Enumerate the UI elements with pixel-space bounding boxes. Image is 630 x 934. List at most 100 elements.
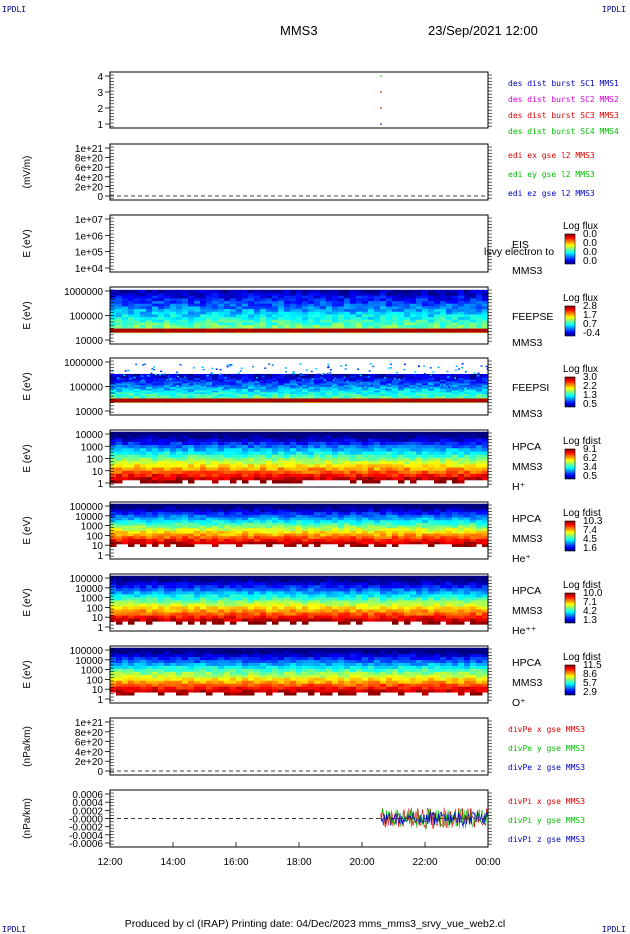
colorbar: [564, 520, 576, 552]
y-tick-label: 1e+06: [75, 231, 104, 242]
colorbar-tick: 1.3: [583, 390, 597, 401]
y-tick-label: 100000: [70, 646, 104, 657]
y-tick-label: 1000000: [64, 358, 103, 369]
y-tick-label: 1e+04: [75, 264, 104, 275]
y-tick-label: 3: [97, 88, 103, 99]
colorbar-title: Log fdist: [563, 508, 601, 519]
legend-entry: des dist burst SC2 MMS2: [508, 95, 619, 104]
legend-entry: divPe z gse MMS3: [508, 763, 585, 772]
legend-entry: des dist burst SC3 MMS3: [508, 111, 619, 120]
y-tick-label: 10: [92, 467, 104, 478]
y-tick-label: 1: [97, 479, 103, 490]
colorbar-tick: 0.7: [583, 319, 597, 330]
colorbar-tick: 9.1: [583, 444, 597, 455]
y-tick-label: 10000: [75, 430, 103, 441]
legend-entry: divPe x gse MMS3: [508, 725, 585, 734]
y-tick-label: 6e+20: [75, 738, 104, 749]
y-tick-label: 1: [97, 551, 103, 562]
colorbar-tick: 10.3: [583, 516, 603, 527]
colorbar-tick: 0.5: [583, 471, 597, 482]
y-tick-label: 1e+07: [75, 215, 104, 226]
colorbar-tick: 1.6: [583, 543, 597, 554]
instrument-label: HPCA: [512, 441, 541, 453]
corner-label-top-right: IPDLI: [601, 5, 626, 14]
y-tick-label: 100: [86, 603, 103, 614]
y-tick-label: 8e+20: [75, 728, 104, 739]
y-axis-label-edi: (mV/m): [22, 156, 33, 189]
y-tick-label: 10000: [75, 336, 103, 347]
y-tick-label: 10: [92, 685, 104, 696]
overlay-label: lsvy electron to: [484, 246, 554, 258]
y-tick-label: 1: [97, 120, 103, 131]
y-tick-label: 1e+21: [75, 144, 104, 155]
y-tick-label: 0: [97, 192, 103, 203]
y-tick-label: 10000: [75, 584, 103, 595]
y-tick-label: -0.0000: [69, 815, 103, 826]
instrument-label: H⁺: [512, 481, 526, 493]
colorbar-title: Log fdist: [563, 652, 601, 663]
colorbar: [564, 664, 576, 696]
instrument-label: FEEPSI: [512, 382, 549, 394]
y-axis-label-hpca_he: E (eV): [22, 516, 33, 544]
instrument-label: HPCA: [512, 657, 541, 669]
y-tick-label: 1: [97, 695, 103, 706]
colorbar-tick: 1.7: [583, 310, 597, 321]
burst-point: [380, 123, 382, 125]
time-tick-label: 20:00: [349, 857, 374, 868]
y-axis-label-divpe: (nPa/km): [22, 726, 33, 767]
y-tick-label: 4e+20: [75, 173, 104, 184]
y-tick-label: -0.0006: [69, 839, 103, 850]
colorbar-tick: 11.5: [583, 660, 602, 671]
spacecraft-title: MMS3: [280, 23, 318, 38]
colorbar: [564, 448, 576, 480]
colorbar: [564, 233, 576, 265]
legend-entry: edi ex gse l2 MMS3: [508, 151, 595, 160]
y-tick-label: 1: [97, 623, 103, 634]
legend-entry: divPi z gse MMS3: [508, 835, 585, 844]
y-tick-label: 2e+20: [75, 757, 104, 768]
burst-point: [380, 75, 382, 77]
instrument-label: FEEPSE: [512, 311, 553, 323]
colorbar-tick: 5.7: [583, 678, 597, 689]
y-tick-label: 1000: [81, 594, 104, 605]
y-tick-label: 1e+05: [75, 248, 104, 259]
colorbar-tick: 1.3: [583, 615, 597, 626]
colorbar-title: Log fdist: [563, 580, 601, 591]
corner-label-top-left: IPDLI: [2, 5, 27, 14]
y-tick-label: -0.0002: [69, 823, 103, 834]
burst-point: [380, 107, 382, 109]
instrument-label: He⁺⁺: [512, 625, 537, 637]
time-tick-label: 00:00: [475, 857, 500, 868]
y-tick-label: 2e+20: [75, 182, 104, 193]
colorbar-tick: 0.0: [583, 256, 597, 267]
colorbar-tick: 8.6: [583, 669, 597, 680]
spectrogram-hpca_h: [110, 431, 489, 484]
y-tick-label: 100000: [70, 502, 104, 513]
colorbar-tick: 4.5: [583, 534, 597, 545]
divpi-trace-2: [380, 811, 488, 827]
y-tick-label: 1e+21: [75, 718, 104, 729]
instrument-label: MMS3: [512, 533, 542, 545]
colorbar: [564, 305, 576, 337]
time-tick-label: 22:00: [412, 857, 437, 868]
y-tick-label: 100000: [70, 383, 104, 394]
instrument-label: MMS3: [512, 605, 542, 617]
burst-point: [380, 91, 382, 93]
y-tick-label: 0: [97, 767, 103, 778]
colorbar-tick: 2.2: [583, 381, 597, 392]
y-tick-label: 6e+20: [75, 163, 104, 174]
colorbar-tick: 7.4: [583, 525, 597, 536]
y-tick-label: 10: [92, 613, 104, 624]
colorbar-title: Log flux: [563, 293, 598, 304]
colorbar-tick: 2.8: [583, 301, 597, 312]
y-axis-label-feepsi: E (eV): [22, 372, 33, 400]
y-tick-label: -0.0004: [69, 831, 103, 842]
instrument-label: HPCA: [512, 585, 541, 597]
panel-frame-eis: [109, 214, 489, 273]
instrument-label: MMS3: [512, 677, 542, 689]
colorbar-title: Log fdist: [563, 436, 601, 447]
colorbar-tick: 2.9: [583, 687, 597, 698]
y-axis-label-hpca_o: E (eV): [22, 660, 33, 688]
instrument-label: O⁺: [512, 697, 526, 709]
instrument-label: EIS: [512, 239, 529, 251]
